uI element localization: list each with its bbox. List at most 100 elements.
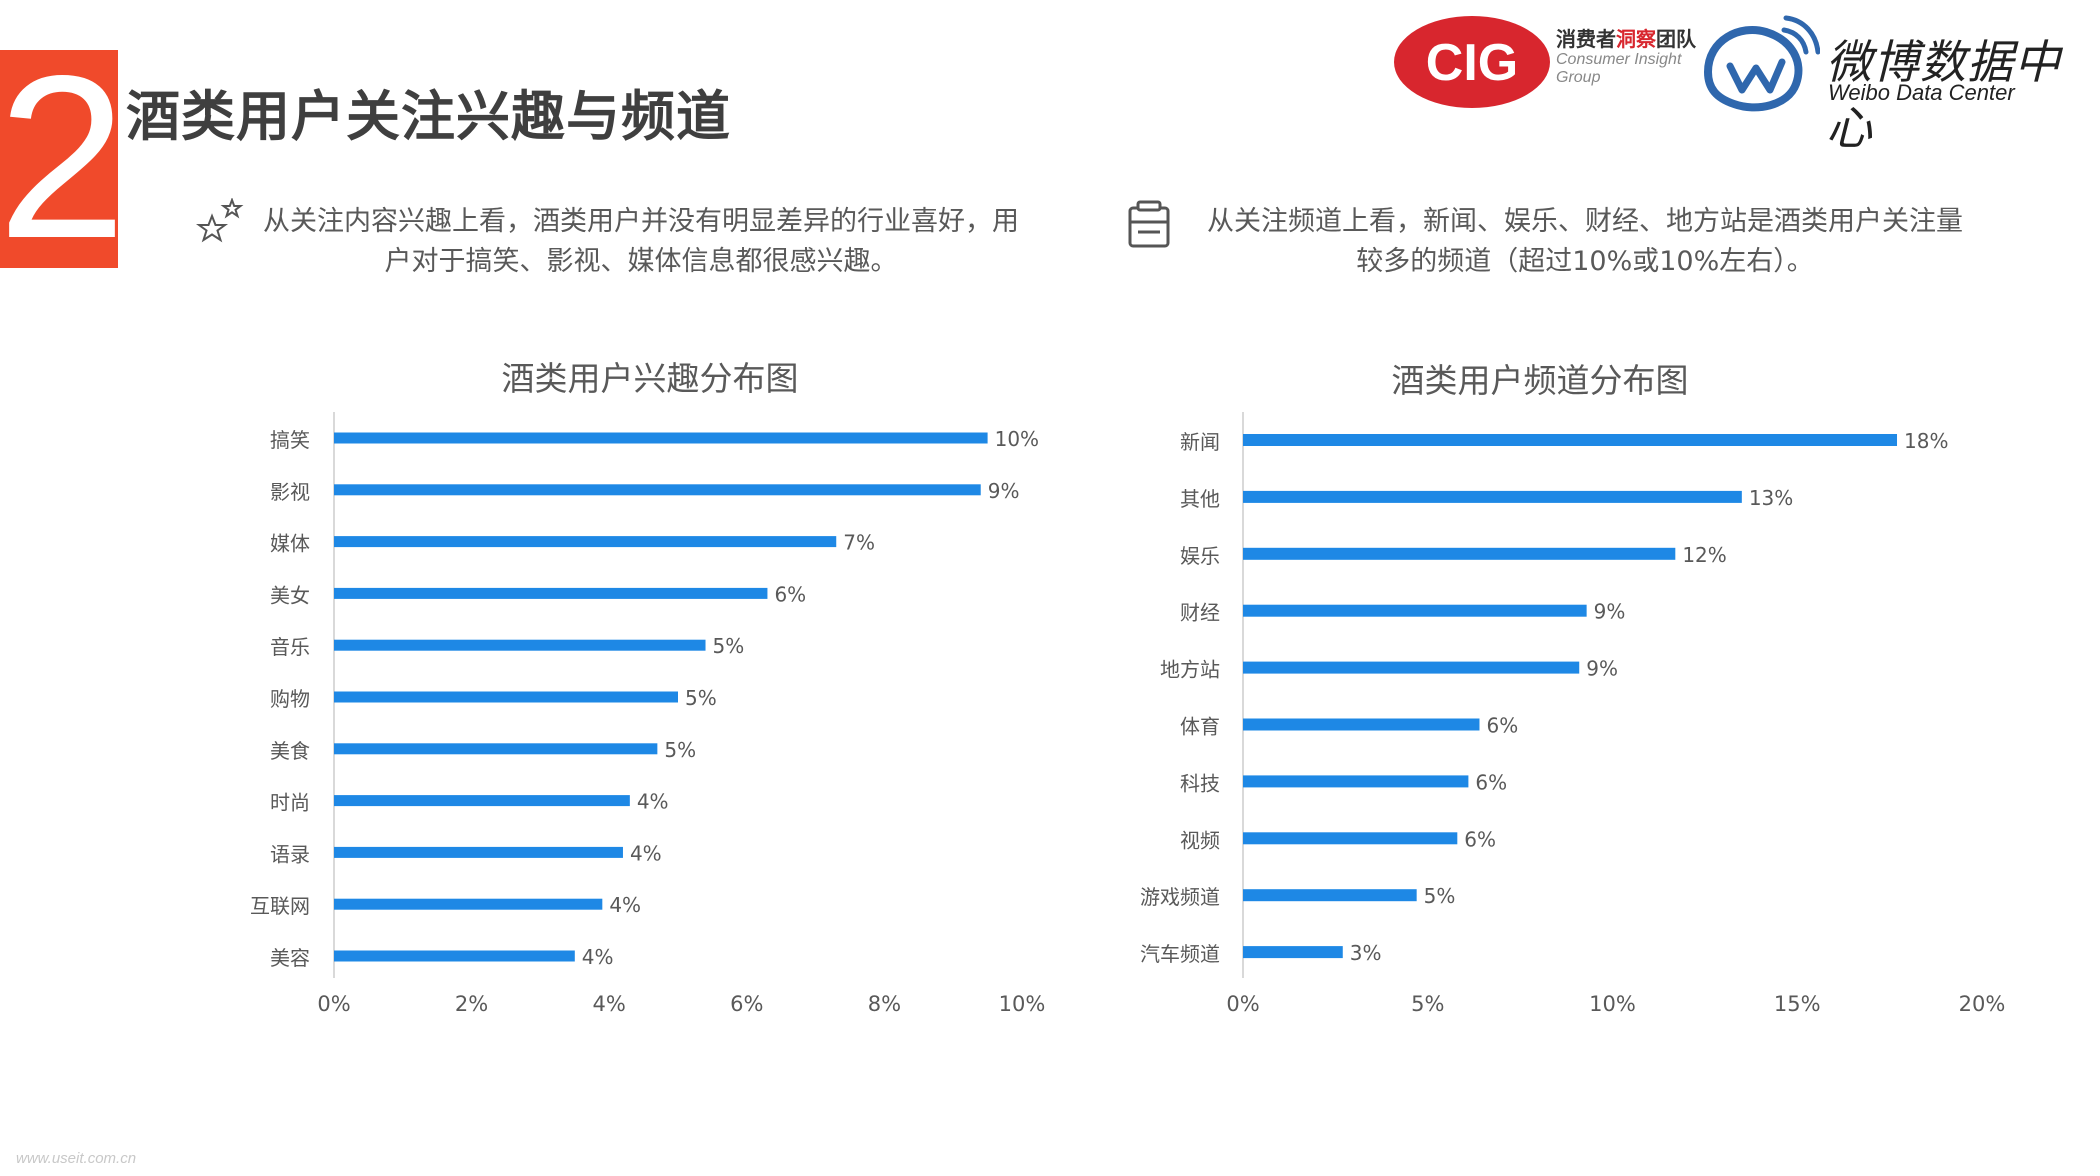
cig-logo-ellipse <box>1394 16 1550 108</box>
interest-category-label: 美女 <box>270 583 310 607</box>
cig-logo: CIG <box>1394 16 1550 108</box>
channel-category-label: 视频 <box>1180 828 1220 852</box>
channel-bar <box>1243 661 1580 674</box>
weibo-eye-logo <box>1703 15 1820 112</box>
cig-cn-highlight: 洞察 <box>1616 27 1656 51</box>
interest-bar <box>334 691 678 703</box>
channel-bar <box>1243 490 1742 503</box>
channel-category-label: 游戏频道 <box>1140 885 1220 909</box>
interest-x-tick-label: 6% <box>730 992 763 1016</box>
cig-logo-text: CIG <box>1426 34 1518 92</box>
channel-data-label: 6% <box>1464 827 1496 851</box>
cig-brand-en-line2: Group <box>1556 69 1601 87</box>
interest-x-tick-label: 2% <box>455 992 488 1016</box>
channel-data-label: 6% <box>1475 770 1507 794</box>
interest-bar <box>334 795 630 807</box>
channel-data-label: 3% <box>1350 941 1382 965</box>
interest-bar <box>334 743 658 755</box>
description-left-line1: 从关注内容兴趣上看，酒类用户并没有明显差异的行业喜好，用 <box>263 206 1019 237</box>
interest-data-label: 4% <box>630 841 662 865</box>
interest-category-label: 互联网 <box>250 894 310 918</box>
interest-category-label: 媒体 <box>270 532 310 556</box>
channel-category-label: 汽车频道 <box>1140 942 1220 966</box>
channel-category-label: 新闻 <box>1180 430 1220 454</box>
interest-category-label: 影视 <box>270 480 310 504</box>
channel-category-label: 财经 <box>1180 601 1220 625</box>
interest-bar <box>334 536 837 548</box>
description-right-line1: 从关注频道上看，新闻、娱乐、财经、地方站是酒类用户关注量 <box>1207 206 1963 237</box>
section-number: 2 <box>0 28 127 287</box>
channel-bar <box>1243 434 1898 446</box>
channel-data-label: 18% <box>1904 429 1948 453</box>
chart-title-channel: 酒类用户频道分布图 <box>1391 361 1689 400</box>
interest-x-tick-label: 4% <box>593 992 626 1016</box>
interest-bar <box>334 432 988 444</box>
cig-brand-en-line1: Consumer Insight <box>1556 51 1682 68</box>
channel-bar <box>1243 547 1676 560</box>
section-accent-block <box>0 50 118 268</box>
channel-x-tick-label: 10% <box>1589 992 1636 1016</box>
channel-data-label: 12% <box>1682 543 1726 567</box>
channel-bar <box>1243 604 1587 617</box>
interest-data-label: 4% <box>582 945 614 969</box>
interest-data-label: 9% <box>988 479 1020 503</box>
channel-data-label: 6% <box>1486 714 1518 738</box>
interest-category-label: 搞笑 <box>270 428 310 452</box>
channel-x-tick-label: 0% <box>1226 992 1259 1016</box>
interest-bar <box>334 639 706 651</box>
channel-category-label: 其他 <box>1180 487 1220 511</box>
channel-category-label: 地方站 <box>1160 658 1220 682</box>
channel-x-tick-label: 20% <box>1959 992 2006 1016</box>
description-right: 从关注频道上看，新闻、娱乐、财经、地方站是酒类用户关注量 较多的频道（超过10%… <box>1170 202 2000 282</box>
interest-x-tick-label: 0% <box>317 992 350 1016</box>
cig-cn-prefix: 消费者 <box>1556 27 1616 51</box>
interest-category-label: 美容 <box>270 946 310 970</box>
interest-bar <box>334 950 575 962</box>
interest-data-label: 5% <box>685 686 717 710</box>
interest-x-tick-label: 8% <box>868 992 901 1016</box>
channel-x-tick-label: 15% <box>1774 992 1821 1016</box>
interest-data-label: 10% <box>995 427 1039 451</box>
interest-category-label: 时尚 <box>270 791 310 815</box>
channel-data-label: 5% <box>1424 884 1456 908</box>
interest-data-label: 5% <box>664 738 696 762</box>
weibo-brand-en: Weibo Data Center <box>1828 80 2015 105</box>
channel-bar <box>1243 775 1469 788</box>
interest-category-label: 美食 <box>270 739 310 763</box>
channel-x-tick-label: 5% <box>1411 992 1444 1016</box>
weibo-brand-cn: 微博数据中心 <box>1826 35 2061 155</box>
interest-bar <box>334 846 623 858</box>
channel-bar <box>1243 889 1417 902</box>
channel-data-label: 9% <box>1594 600 1626 624</box>
interest-data-label: 4% <box>637 790 669 814</box>
stars-icon <box>196 198 244 243</box>
interest-x-tick-label: 10% <box>999 992 1046 1016</box>
page-title: 酒类用户关注兴趣与频道 <box>126 85 731 148</box>
description-left-line2: 户对于搞笑、影视、媒体信息都很感兴趣。 <box>384 246 898 277</box>
channel-bar <box>1243 832 1458 845</box>
interest-category-label: 音乐 <box>270 635 310 659</box>
cig-cn-suffix: 团队 <box>1656 27 1696 51</box>
channel-category-label: 体育 <box>1180 715 1220 739</box>
interest-data-label: 6% <box>774 582 806 606</box>
channel-category-label: 娱乐 <box>1180 544 1220 568</box>
interest-category-label: 购物 <box>270 687 310 711</box>
interest-data-label: 4% <box>609 893 641 917</box>
cig-brand-cn: 消费者洞察团队 <box>1556 28 1696 51</box>
channel-data-label: 13% <box>1749 486 1793 510</box>
interest-data-label: 5% <box>713 634 745 658</box>
interest-category-label: 语录 <box>270 842 310 866</box>
interest-data-label: 7% <box>843 531 875 555</box>
interest-bar <box>334 587 768 599</box>
channel-bar <box>1243 718 1480 731</box>
chart-title-interest: 酒类用户兴趣分布图 <box>501 359 799 398</box>
channel-bar <box>1243 946 1343 959</box>
interest-bar <box>334 898 603 910</box>
channel-category-label: 科技 <box>1180 771 1220 795</box>
document-icon <box>1128 200 1170 248</box>
watermark: www.useit.com.cn <box>16 1150 137 1167</box>
channel-data-label: 9% <box>1586 657 1618 681</box>
interest-bar <box>334 484 981 496</box>
description-right-line2: 较多的频道（超过10%或10%左右）。 <box>1356 246 1814 277</box>
